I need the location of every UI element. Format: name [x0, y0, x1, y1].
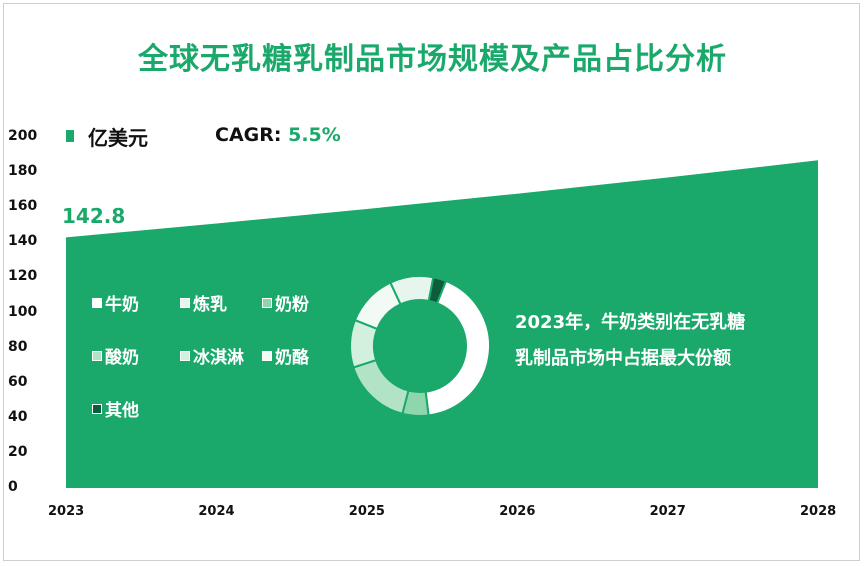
- y-tick-label: 200: [8, 128, 38, 144]
- legend-label: 炼乳: [193, 295, 227, 315]
- legend-label: 牛奶: [105, 295, 139, 315]
- unit-legend-marker: [66, 130, 74, 142]
- x-tick-label: 2026: [499, 504, 536, 519]
- legend-label: 奶酪: [275, 348, 309, 368]
- legend-swatch: [180, 297, 190, 308]
- cagr-label: CAGR: 5.5%: [215, 124, 341, 146]
- x-tick-label: 2023: [48, 504, 85, 519]
- chart-title: 全球无乳糖乳制品市场规模及产品占比分析: [138, 42, 727, 77]
- x-tick-label: 2024: [198, 504, 235, 519]
- legend-swatch: [92, 403, 102, 414]
- product-share-donut: [349, 275, 491, 417]
- donut-slice: [424, 279, 491, 417]
- legend-swatch: [262, 297, 272, 308]
- legend-item: 牛奶: [92, 290, 139, 315]
- y-tick-label: 0: [8, 479, 18, 495]
- x-tick-label: 2025: [348, 504, 385, 519]
- legend-swatch: [92, 297, 102, 308]
- y-tick-label: 100: [8, 303, 38, 320]
- legend-label: 其他: [105, 401, 139, 421]
- legend-item: 奶粉: [262, 290, 309, 315]
- legend-item: 酸奶: [92, 343, 139, 368]
- y-tick-label: 120: [8, 268, 38, 285]
- y-tick-label: 20: [8, 443, 28, 460]
- note-line-1: 2023年，牛奶类别在无乳糖: [515, 312, 746, 333]
- y-tick-label: 160: [8, 198, 38, 215]
- y-tick-label: 80: [8, 338, 28, 355]
- legend-label: 冰淇淋: [193, 348, 244, 368]
- x-tick-label: 2028: [800, 504, 837, 519]
- first-value-label: 142.8: [62, 204, 126, 228]
- market-size-area: [66, 160, 818, 489]
- legend-label: 奶粉: [275, 295, 309, 315]
- legend-swatch: [92, 350, 102, 361]
- donut-slice: [427, 276, 448, 305]
- cagr-text: CAGR:: [215, 124, 282, 146]
- legend-item: 奶酪: [262, 343, 309, 368]
- legend-item: 炼乳: [180, 290, 227, 315]
- legend-swatch: [180, 350, 190, 361]
- y-tick-label: 140: [8, 233, 38, 250]
- y-tick-label: 40: [8, 408, 28, 425]
- unit-label: 亿美元: [88, 126, 148, 150]
- legend-item: 其他: [92, 396, 139, 421]
- cagr-value: 5.5%: [288, 124, 341, 146]
- note-line-2: 乳制品市场中占据最大份额: [515, 348, 731, 369]
- legend-label: 酸奶: [105, 348, 139, 368]
- legend-item: 冰淇淋: [180, 343, 244, 368]
- legend-swatch: [262, 350, 272, 361]
- y-tick-label: 180: [8, 163, 38, 180]
- x-tick-label: 2027: [649, 504, 686, 519]
- y-tick-label: 60: [8, 373, 28, 390]
